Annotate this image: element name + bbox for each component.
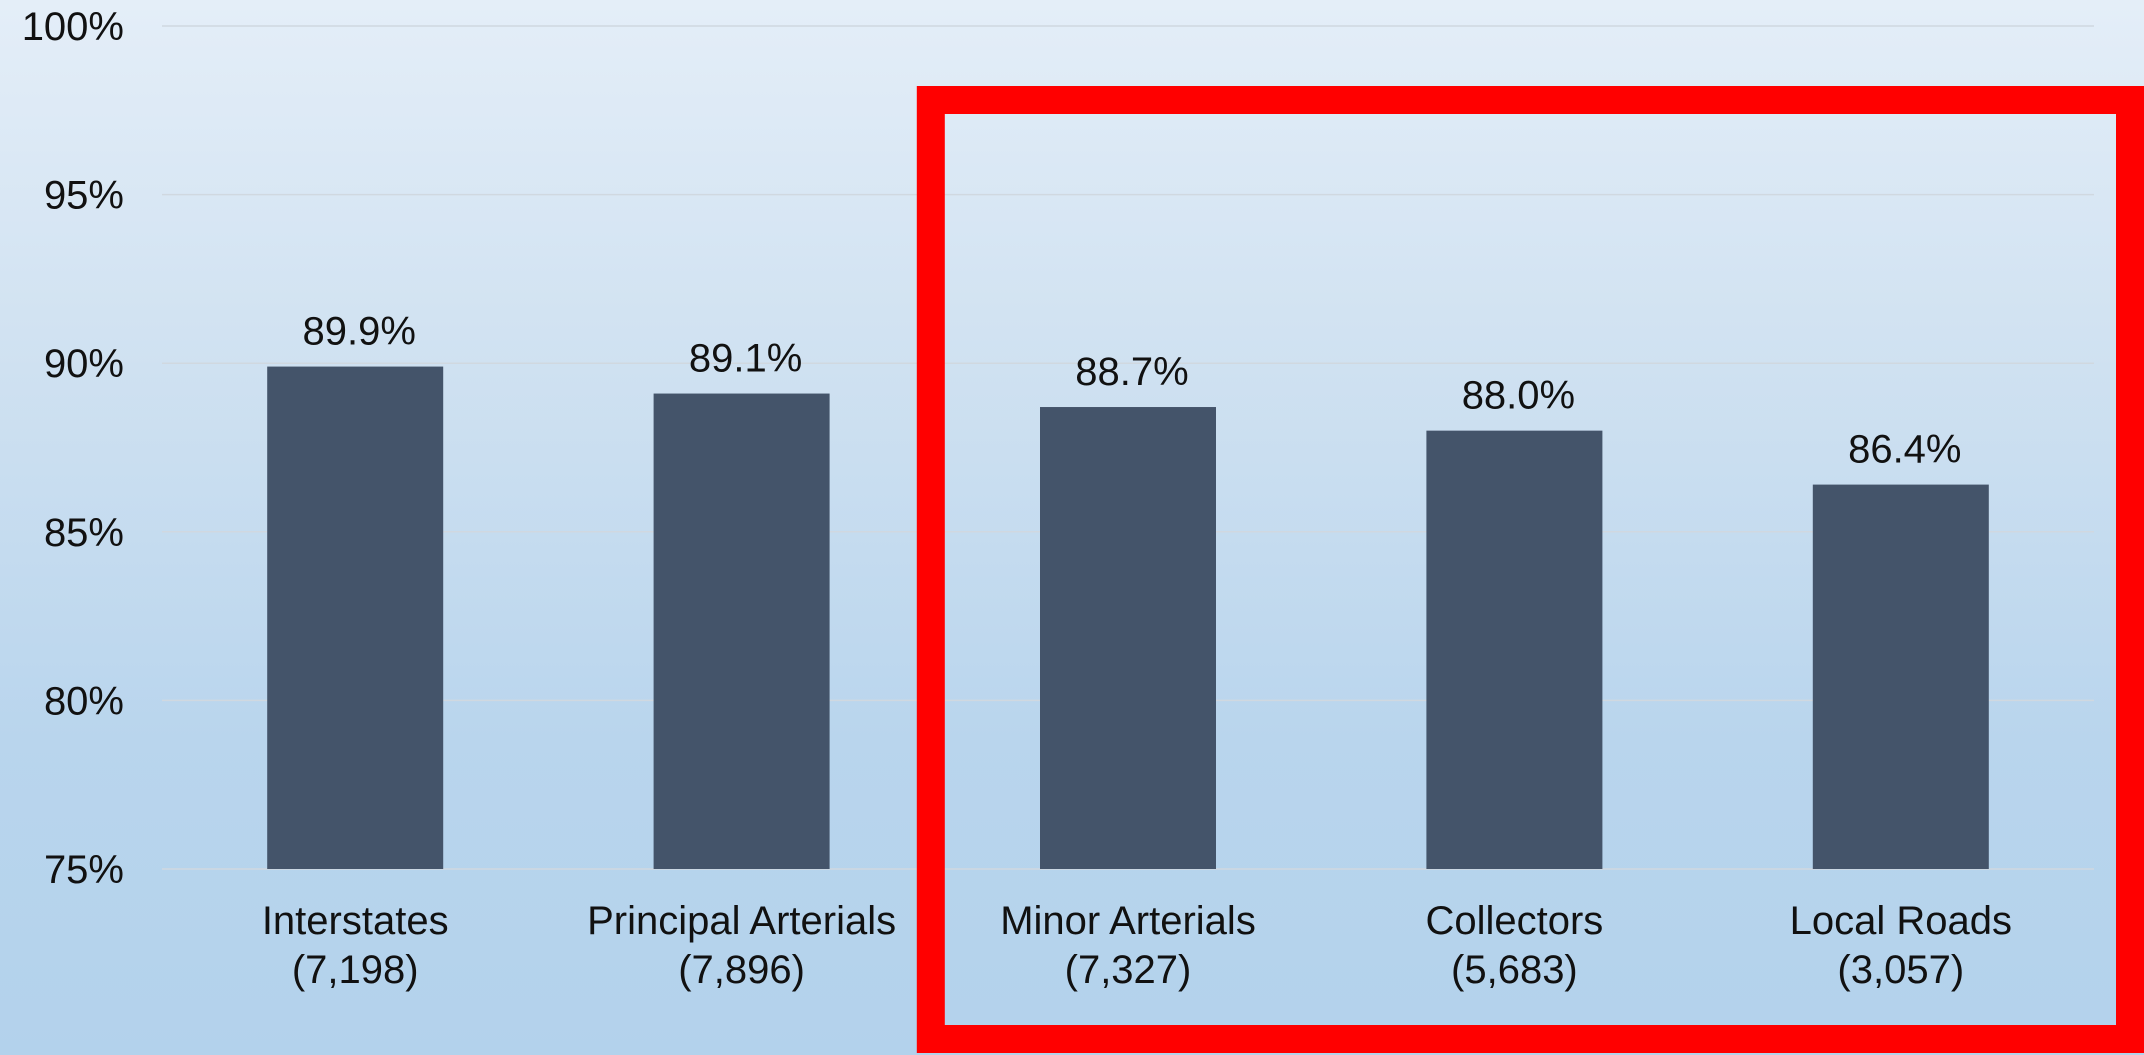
- bar: [653, 393, 830, 869]
- data-labels: 89.9% 89.1% 88.7% 88.0% 86.4%: [302, 310, 1961, 472]
- x-tick-count: (7,198): [292, 948, 419, 992]
- data-label: 89.1%: [689, 337, 802, 381]
- bar: [1426, 430, 1603, 869]
- y-tick-label: 75%: [44, 848, 124, 892]
- x-tick-count: (7,327): [1065, 948, 1192, 992]
- x-tick-count: (3,057): [1837, 948, 1964, 992]
- x-tick-label: Interstates: [262, 899, 449, 943]
- highlight-box: [916, 86, 2144, 1053]
- y-tick-label: 95%: [44, 174, 124, 218]
- bar: [1812, 484, 1989, 869]
- data-label: 89.9%: [302, 310, 415, 354]
- x-axis-tick-labels: Interstates (7,198) Principal Arterials (7,…: [262, 899, 2012, 992]
- x-tick-count: (5,683): [1451, 948, 1578, 992]
- data-label: 86.4%: [1848, 428, 1961, 472]
- bar: [1040, 407, 1216, 869]
- y-tick-label: 80%: [44, 679, 124, 723]
- bars: [267, 366, 1989, 869]
- y-tick-label: 85%: [44, 511, 124, 555]
- y-tick-label: 100%: [22, 5, 124, 49]
- bar: [267, 366, 444, 869]
- x-tick-label: Collectors: [1425, 899, 1603, 943]
- y-tick-label: 90%: [44, 342, 124, 386]
- x-tick-label: Principal Arterials: [587, 899, 896, 943]
- data-label: 88.7%: [1075, 350, 1188, 394]
- data-label: 88.0%: [1462, 374, 1575, 418]
- x-tick-label: Minor Arterials: [1000, 899, 1256, 943]
- y-axis-tick-labels: 75% 80% 85% 90% 95% 100%: [22, 5, 124, 892]
- x-tick-label: Local Roads: [1790, 899, 2012, 943]
- x-tick-count: (7,896): [678, 948, 805, 992]
